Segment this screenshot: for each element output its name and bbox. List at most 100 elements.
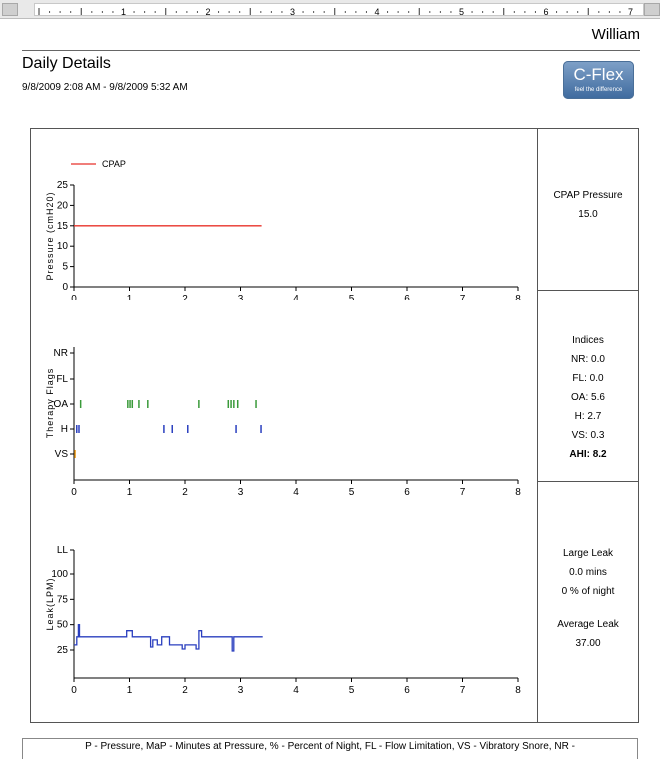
pressure-y-tick-label: 0 <box>62 282 68 293</box>
pressure-x-tick-label: 3 <box>238 294 244 300</box>
logo-tagline: feel the difference <box>574 87 623 93</box>
leak-y-axis-label: Leak(LPM) <box>45 577 55 630</box>
ahi-row: AHI: 8.2 <box>538 445 638 464</box>
date-range: 9/8/2009 2:08 AM - 9/8/2009 5:32 AM <box>22 82 188 93</box>
flags-x-tick-label: 4 <box>293 487 299 498</box>
cflex-logo: C-Flex feel the difference <box>563 61 634 99</box>
pressure-y-tick-label: 5 <box>62 262 68 273</box>
logo-brand: C-Flex <box>573 65 624 84</box>
ruler-mark-1: 1 <box>121 7 126 17</box>
average-leak-value: 37.00 <box>575 638 601 649</box>
leak-x-tick-label: 6 <box>404 685 410 696</box>
index-value: 0.0 <box>586 373 604 384</box>
index-value: 5.6 <box>588 392 605 403</box>
pressure-summary: CPAP Pressure 15.0 <box>538 186 638 224</box>
leak-y-tick-label: 75 <box>57 594 69 605</box>
index-value: 2.7 <box>584 411 602 422</box>
ruler-mark-6: 6 <box>543 7 548 17</box>
index-value: 0.3 <box>587 430 605 441</box>
pressure-y-tick-label: 15 <box>57 221 69 232</box>
ruler-strip: 1 2 3 4 5 6 7 <box>34 3 644 17</box>
pressure-summary-label: CPAP Pressure <box>553 190 623 201</box>
index-row-nr: NR: 0.0 <box>538 350 638 369</box>
ahi-label: AHI: <box>569 449 590 460</box>
pressure-y-tick-label: 10 <box>57 241 69 252</box>
index-label: NR: <box>571 354 589 365</box>
leak-x-tick-label: 2 <box>182 685 188 696</box>
ruler-left-margin-handle[interactable] <box>2 3 18 16</box>
index-row-oa: OA: 5.6 <box>538 388 638 407</box>
index-row-vs: VS: 0.3 <box>538 426 638 445</box>
ruler-right-margin-handle[interactable] <box>644 3 660 16</box>
index-value: 0.0 <box>588 354 605 365</box>
index-label: H: <box>574 411 585 422</box>
index-label: VS: <box>571 430 588 441</box>
indices-summary: Indices NR: 0.0 FL: 0.0 OA: 5.6 H: 2.7 VS: 0… <box>538 331 638 464</box>
indices-title: Indices <box>572 335 604 346</box>
ruler-mark-2: 2 <box>205 7 210 17</box>
leak-series-line <box>74 624 263 652</box>
large-leak-mins: 0.0 mins <box>569 567 607 578</box>
average-leak-title: Average Leak <box>557 619 619 630</box>
leak-y-tick-label: LL <box>57 545 69 556</box>
leak-x-tick-label: 7 <box>460 685 466 696</box>
abbreviation-legend: P - Pressure, MaP - Minutes at Pressure,… <box>22 738 638 759</box>
leak-x-tick-label: 3 <box>238 685 244 696</box>
flags-x-tick-label: 2 <box>182 487 188 498</box>
cpap-legend-label: CPAP <box>102 159 126 169</box>
pressure-x-tick-label: 2 <box>182 294 188 300</box>
report-frame <box>30 128 639 723</box>
sidebar-divider <box>537 128 538 723</box>
pressure-summary-value: 15.0 <box>578 209 598 220</box>
leak-y-tick-label: 100 <box>51 569 68 580</box>
ahi-value: 8.2 <box>592 449 607 460</box>
index-label: FL: <box>572 373 587 384</box>
leak-x-tick-label: 4 <box>293 685 299 696</box>
index-row-fl: FL: 0.0 <box>538 369 638 388</box>
leak-x-tick-label: 5 <box>349 685 355 696</box>
flags-y-label-oa: OA <box>54 399 69 410</box>
pressure-x-tick-label: 8 <box>515 294 521 300</box>
flags-y-label-vs: VS <box>55 449 69 460</box>
flags-x-tick-label: 6 <box>404 487 410 498</box>
flags-x-tick-label: 0 <box>71 487 77 498</box>
pressure-x-tick-label: 7 <box>460 294 466 300</box>
leak-y-tick-label: 25 <box>57 645 69 656</box>
leak-summary: Large Leak 0.0 mins 0 % of night Average… <box>538 544 638 653</box>
pressure-x-tick-label: 0 <box>71 294 77 300</box>
ruler-ticks: 1 2 3 4 5 6 7 <box>38 7 633 17</box>
flags-x-tick-label: 8 <box>515 487 521 498</box>
patient-name: William <box>591 26 640 43</box>
pressure-y-tick-label: 25 <box>57 180 69 191</box>
flags-y-label-fl: FL <box>56 374 68 385</box>
header-divider <box>22 50 640 51</box>
leak-y-tick-label: 50 <box>57 620 69 631</box>
ruler-mark-7: 7 <box>628 7 633 17</box>
leak-x-tick-label: 0 <box>71 685 77 696</box>
flags-y-label-nr: NR <box>54 348 68 359</box>
pressure-x-tick-label: 6 <box>404 294 410 300</box>
flags-y-axis-label: Therapy Flags <box>45 368 55 439</box>
sidebar-separator-1 <box>537 290 639 291</box>
ruler-mark-4: 4 <box>374 7 379 17</box>
large-leak-title: Large Leak <box>562 548 614 559</box>
flags-x-tick-label: 5 <box>349 487 355 498</box>
sidebar-separator-2 <box>537 481 639 482</box>
index-label: OA: <box>571 392 589 403</box>
flags-x-tick-label: 7 <box>460 487 466 498</box>
index-row-h: H: 2.7 <box>538 407 638 426</box>
flags-y-label-h: H <box>61 424 68 435</box>
large-leak-pct: 0 % of night <box>561 586 615 597</box>
pressure-x-tick-label: 4 <box>293 294 299 300</box>
pressure-y-axis-label: Pressure (cmH20) <box>45 191 55 280</box>
leak-chart: 25 50 75 100 LL Leak(LPM) 0 1 2 3 4 5 6 7 8 <box>45 545 521 696</box>
flags-x-tick-label: 1 <box>127 487 133 498</box>
flags-x-tick-label: 3 <box>238 487 244 498</box>
indices-list: NR: 0.0 FL: 0.0 OA: 5.6 H: 2.7 VS: 0.3 <box>538 350 638 445</box>
leak-x-tick-label: 8 <box>515 685 521 696</box>
pressure-y-tick-label: 20 <box>57 200 69 211</box>
leak-x-tick-label: 1 <box>127 685 133 696</box>
page-title: Daily Details <box>22 55 111 72</box>
pressure-x-tick-label: 5 <box>349 294 355 300</box>
